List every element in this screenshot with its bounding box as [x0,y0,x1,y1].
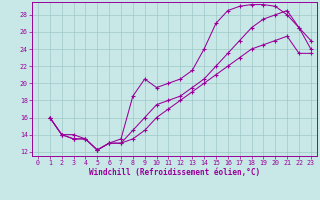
X-axis label: Windchill (Refroidissement éolien,°C): Windchill (Refroidissement éolien,°C) [89,168,260,177]
